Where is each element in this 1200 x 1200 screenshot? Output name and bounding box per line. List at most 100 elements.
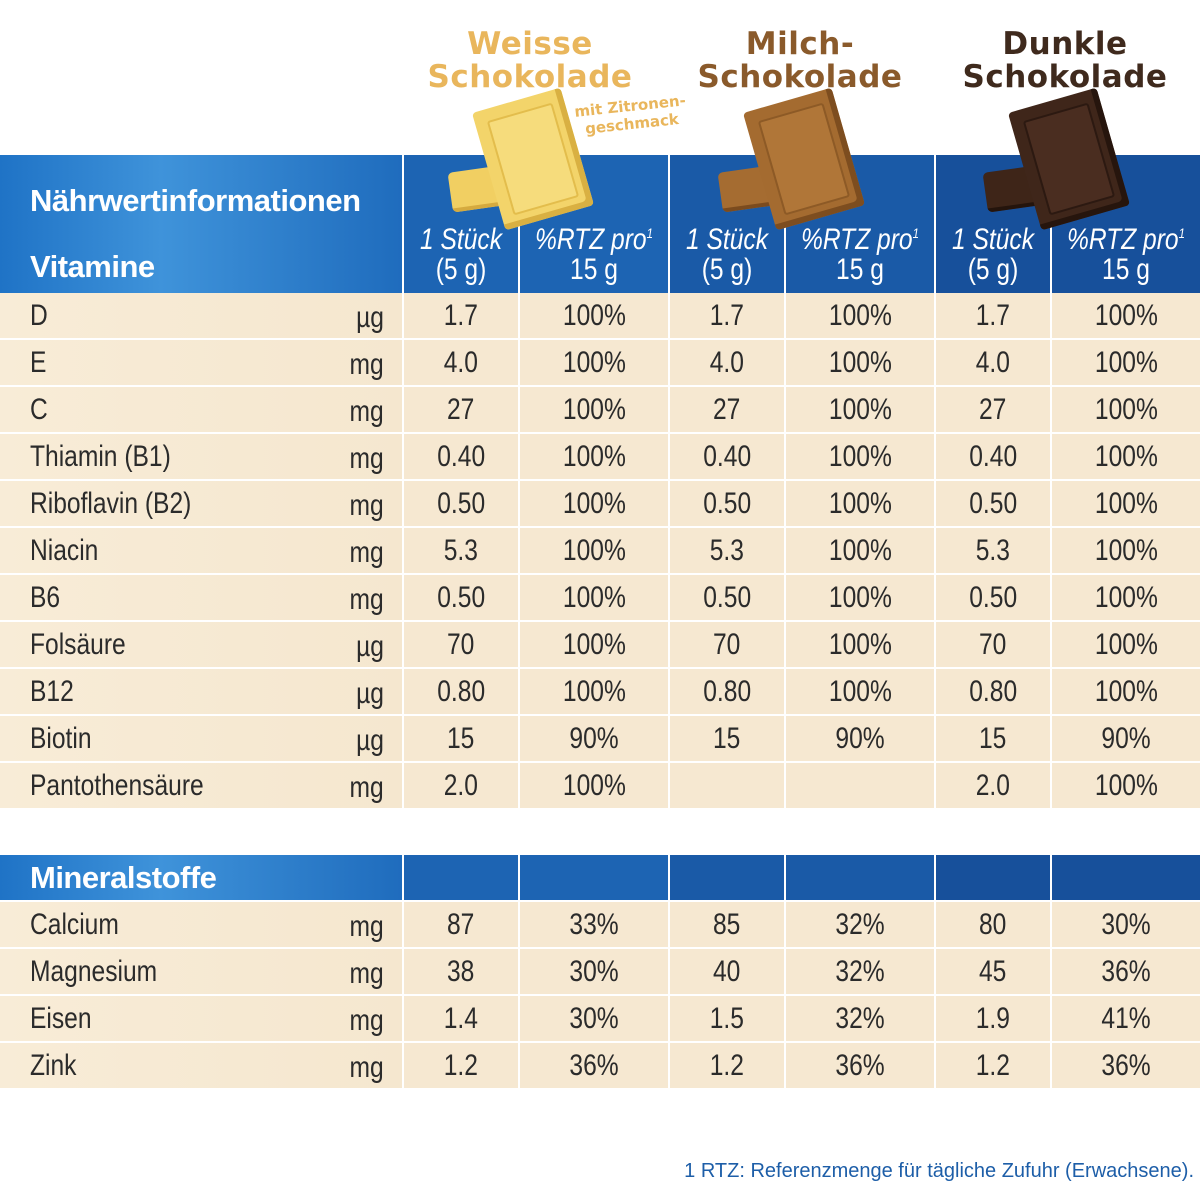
nutrient-unit: mg xyxy=(349,1004,384,1037)
table-row: Pantothensäure mg 2.0 100% 2.0 100% xyxy=(0,762,1200,810)
nutrient-unit: mg xyxy=(349,957,384,990)
portion-value-cell: 4.0 xyxy=(403,339,520,387)
flavor-note: mit Zitronen- geschmack xyxy=(555,89,708,140)
rtz-percent: 100% xyxy=(1094,486,1158,520)
portion-value-cell: 0.40 xyxy=(403,433,520,481)
section-title-vitamins: Vitamine xyxy=(30,249,155,284)
nutrient-unit: mg xyxy=(349,910,384,943)
nutrient-name: Thiamin (B1) xyxy=(30,440,171,473)
rtz-percent-cell: 100% xyxy=(519,574,670,622)
rtz-percent: 100% xyxy=(1094,674,1158,708)
portion-value-cell: 0.50 xyxy=(669,480,786,528)
rtz-percent-cell: 30% xyxy=(519,995,670,1043)
nutrient-name: D xyxy=(30,299,48,332)
portion-value-cell: 15 xyxy=(403,715,520,763)
portion-value-cell: 0.50 xyxy=(935,574,1052,622)
nutrient-name: Riboflavin (B2) xyxy=(30,487,192,520)
rtz-percent: 100% xyxy=(828,298,892,332)
portion-value-cell: 1.2 xyxy=(669,1042,786,1090)
portion-value: 2.0 xyxy=(443,768,479,802)
portion-value-cell: 0.80 xyxy=(403,668,520,716)
portion-value: 0.80 xyxy=(437,674,485,708)
portion-value-cell: 85 xyxy=(669,901,786,949)
portion-value: 15 xyxy=(979,721,1007,755)
rtz-percent-cell: 36% xyxy=(519,1042,670,1090)
rtz-percent-cell: 100% xyxy=(1051,621,1200,669)
portion-value-cell: 1.9 xyxy=(935,995,1052,1043)
nutrient-name: C xyxy=(30,393,48,426)
rtz-percent: 100% xyxy=(1094,533,1158,567)
portion-value: 4.0 xyxy=(709,345,745,379)
portion-value-cell xyxy=(669,762,786,810)
table-row: Magnesium mg 38 30% 40 32% 45 36% xyxy=(0,948,1200,996)
portion-value: 27 xyxy=(447,392,475,426)
rtz-percent: 100% xyxy=(828,345,892,379)
rtz-percent-cell: 100% xyxy=(519,621,670,669)
rtz-percent: 30% xyxy=(569,1001,619,1035)
rtz-percent: 90% xyxy=(835,721,885,755)
portion-value: 80 xyxy=(979,907,1007,941)
table-row: Thiamin (B1) mg 0.40 100% 0.40 100% 0.40 100% xyxy=(0,433,1200,481)
rtz-percent-cell: 100% xyxy=(785,293,936,340)
portion-value-cell: 45 xyxy=(935,948,1052,996)
rtz-percent-cell: 100% xyxy=(785,668,936,716)
rtz-percent-cell: 100% xyxy=(519,339,670,387)
table-row: Niacin mg 5.3 100% 5.3 100% 5.3 100% xyxy=(0,527,1200,575)
nutrient-unit: µg xyxy=(356,301,384,334)
portion-value: 4.0 xyxy=(975,345,1011,379)
portion-value-cell: 4.0 xyxy=(669,339,786,387)
portion-value-cell: 1.7 xyxy=(403,293,520,340)
rtz-percent: 100% xyxy=(1094,627,1158,661)
portion-value: 4.0 xyxy=(443,345,479,379)
table-title: Nährwertinformationen xyxy=(30,183,361,218)
rtz-percent: 100% xyxy=(562,345,626,379)
portion-value: 0.50 xyxy=(969,486,1017,520)
rtz-percent-cell: 32% xyxy=(785,995,936,1043)
portion-value: 27 xyxy=(713,392,741,426)
rtz-percent: 36% xyxy=(569,1048,619,1082)
portion-value-cell: 70 xyxy=(403,621,520,669)
portion-value: 1.2 xyxy=(709,1048,745,1082)
nutrient-unit: µg xyxy=(356,724,384,757)
rtz-percent: 33% xyxy=(569,907,619,941)
nutrient-name: B12 xyxy=(30,675,74,708)
section-title-minerals: Mineralstoffe xyxy=(30,859,217,895)
nutrient-unit: mg xyxy=(349,1051,384,1084)
portion-value-cell: 5.3 xyxy=(935,527,1052,575)
nutrient-name: Eisen xyxy=(30,1002,92,1035)
rtz-percent: 100% xyxy=(828,486,892,520)
product-title-dark-chocolate: Dunkle Schokolade xyxy=(945,28,1185,94)
rtz-percent: 100% xyxy=(1094,298,1158,332)
rtz-percent-cell: 30% xyxy=(1051,901,1200,949)
rtz-percent: 41% xyxy=(1101,1001,1151,1035)
rtz-percent: 100% xyxy=(828,627,892,661)
portion-value-cell: 1.2 xyxy=(403,1042,520,1090)
rtz-percent-cell: 100% xyxy=(519,386,670,434)
table-row: B6 mg 0.50 100% 0.50 100% 0.50 100% xyxy=(0,574,1200,622)
rtz-percent-cell xyxy=(785,762,936,810)
nutrient-name: B6 xyxy=(30,581,61,614)
portion-value: 0.80 xyxy=(969,674,1017,708)
rtz-percent-cell: 100% xyxy=(519,480,670,528)
portion-value: 1.7 xyxy=(709,298,745,332)
header-label-cell: Nährwertinformationen Vitamine xyxy=(0,155,404,293)
table-row: Biotin µg 15 90% 15 90% 15 90% xyxy=(0,715,1200,763)
portion-value-cell: 0.50 xyxy=(935,480,1052,528)
nutrient-name: Magnesium xyxy=(30,955,158,988)
portion-value: 45 xyxy=(979,954,1007,988)
rtz-percent: 100% xyxy=(1094,580,1158,614)
nutrient-unit: mg xyxy=(349,489,384,522)
rtz-percent: 100% xyxy=(562,486,626,520)
rtz-percent-cell: 90% xyxy=(519,715,670,763)
nutrient-unit: mg xyxy=(349,395,384,428)
rtz-percent-cell: 100% xyxy=(1051,668,1200,716)
rtz-percent: 100% xyxy=(562,627,626,661)
rtz-percent: 100% xyxy=(562,768,626,802)
portion-value: 5.3 xyxy=(975,533,1011,567)
rtz-percent: 32% xyxy=(835,907,885,941)
rtz-percent-cell: 100% xyxy=(1051,433,1200,481)
rtz-percent: 30% xyxy=(1101,907,1151,941)
rtz-percent-cell: 100% xyxy=(785,433,936,481)
portion-value-cell: 70 xyxy=(669,621,786,669)
